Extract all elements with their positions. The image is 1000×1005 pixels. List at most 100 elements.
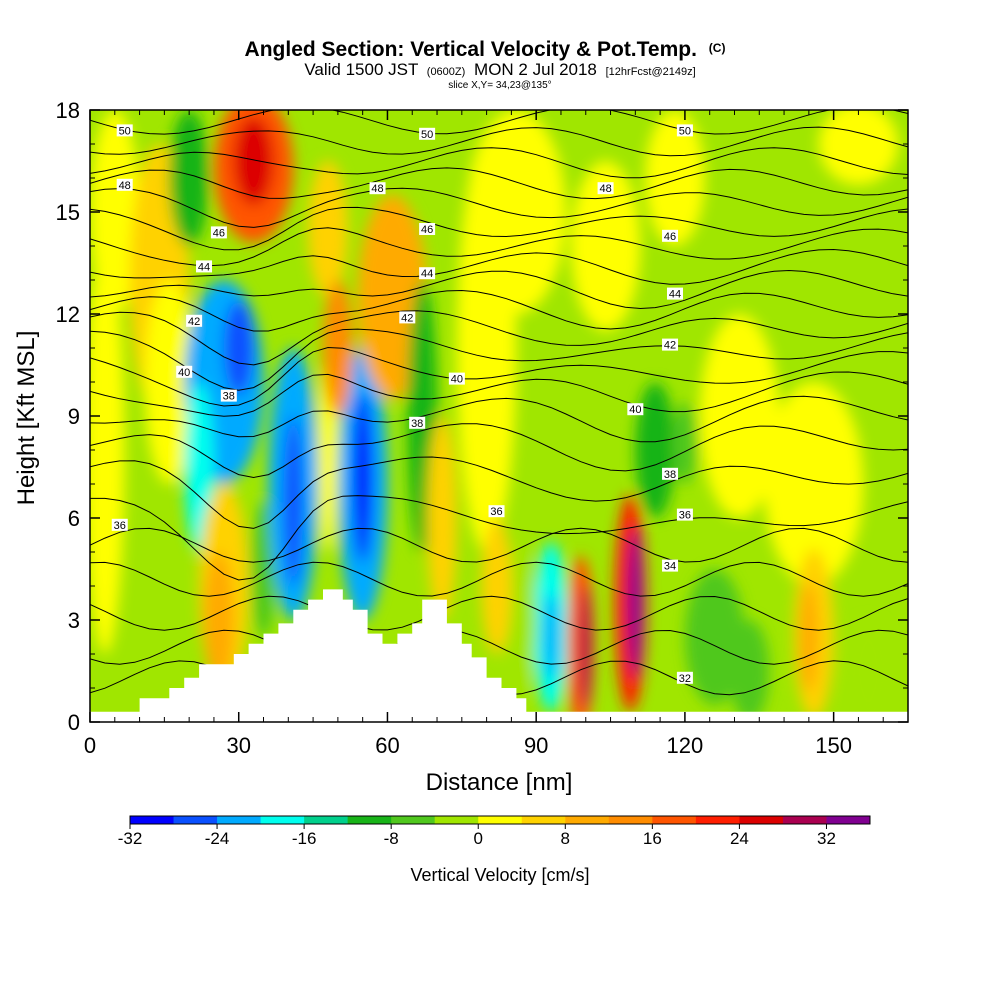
contour-label-text: 32 (679, 673, 691, 685)
x-tick-label: 30 (226, 733, 250, 758)
contour-label-bg (662, 467, 679, 480)
contour-label: 44 (419, 267, 436, 280)
colorbar-tick-label: -16 (292, 829, 317, 848)
theta-contour (90, 346, 908, 407)
contour-label: 42 (662, 338, 679, 352)
velocity-cell (635, 382, 675, 518)
contour-label: 46 (210, 226, 227, 239)
velocity-cell (481, 518, 512, 654)
contour-label: 42 (399, 311, 416, 324)
contour-label-text: 46 (664, 231, 676, 243)
contour-label-text: 48 (119, 180, 131, 192)
contour-label-text: 34 (664, 561, 676, 573)
velocity-cell (627, 528, 643, 678)
colorbar-swatch (347, 816, 392, 824)
theta-contour (90, 126, 908, 157)
colorbar-swatch (739, 816, 784, 824)
velocity-cell (223, 300, 254, 396)
velocity-cell (843, 620, 894, 722)
contour-label: 42 (186, 314, 203, 328)
contour-label-text: 42 (401, 312, 413, 324)
theta-contour (90, 456, 908, 529)
contour-label: 32 (676, 671, 693, 685)
theta-contour (90, 227, 908, 267)
theta-contour (90, 269, 908, 310)
contour-label-bg (196, 260, 213, 273)
x-axis-label: Distance [nm] (426, 769, 573, 796)
colorbar-tick-label: 8 (561, 829, 570, 848)
subtitle-utc: (0600Z) (427, 66, 466, 78)
contour-label-text: 38 (223, 391, 235, 403)
velocity-cell (144, 280, 195, 484)
contour-label-bg (369, 182, 386, 195)
colorbar-swatch (826, 816, 871, 824)
velocity-cell (799, 582, 818, 692)
contour-label-bg (627, 403, 644, 416)
contour-label: 36 (676, 508, 693, 522)
contour-label-bg (419, 267, 436, 280)
colorbar-swatch (478, 816, 523, 824)
contour-labels: 50 50 50 48 48 48 46 46 46 44 44 44 42 42 42 40 40 40 38 38… (111, 124, 693, 685)
velocity-field (90, 110, 899, 722)
velocity-cell (204, 552, 234, 688)
contour-label-text: 46 (213, 227, 225, 239)
colorbar-swatch (260, 816, 305, 824)
velocity-cell (506, 545, 537, 695)
x-tick-label: 90 (524, 733, 548, 758)
contour-label-bg (176, 365, 193, 378)
contour-label-text: 44 (669, 289, 681, 301)
theta-contour (90, 595, 908, 631)
x-tick-label: 0 (84, 733, 96, 758)
y-axis-label: Height [Kft MSL] (13, 331, 40, 506)
y-tick-label: 3 (68, 608, 80, 633)
theta-contour (90, 248, 908, 285)
contour-label-bg (116, 124, 133, 137)
colorbar: -32 -24 -16 -8 0 8 16 24 32 (118, 815, 871, 848)
contour-label-text: 42 (664, 340, 676, 352)
chart-header: Angled Section: Vertical Velocity & Pot.… (245, 38, 726, 91)
y-tick-label: 9 (68, 404, 80, 429)
contour-label-text: 46 (421, 224, 433, 236)
contour-label-text: 38 (664, 469, 676, 481)
contour-label: 34 (662, 559, 679, 573)
velocity-cell (645, 110, 705, 246)
contour-label-bg (662, 559, 679, 572)
contour-label-bg (662, 338, 679, 351)
colorbar-tick-label: 0 (474, 829, 483, 848)
velocity-cell (466, 110, 566, 314)
subtitle-date: MON 2 Jul 2018 (474, 60, 597, 79)
contour-label-text: 44 (198, 261, 210, 273)
velocity-cell (570, 161, 641, 331)
theta-contour (90, 629, 908, 665)
title-main: Angled Section: Vertical Velocity & Pot.… (245, 38, 697, 61)
y-tick-label: 6 (68, 506, 80, 531)
y-tick-label: 18 (56, 98, 80, 123)
contour-label-bg (666, 287, 683, 300)
x-tick-label: 120 (667, 733, 704, 758)
theta-contour (90, 371, 908, 417)
contour-label-text: 50 (679, 125, 691, 137)
velocity-cell (543, 592, 559, 682)
slice-label: slice X,Y= 34,23@135° (448, 80, 551, 91)
velocity-cell (233, 116, 274, 206)
velocity-cell (579, 586, 592, 709)
velocity-cell (90, 246, 125, 654)
velocity-cell (427, 416, 457, 620)
contour-label-bg (210, 226, 227, 239)
colorbar-swatch (217, 816, 262, 824)
colorbar-swatch (391, 816, 436, 824)
chart-subtitle: Valid 1500 JST (0600Z) MON 2 Jul 2018 [1… (304, 60, 695, 79)
colorbar-label: Vertical Velocity [cm/s] (410, 865, 589, 885)
theta-contour (90, 110, 908, 135)
contour-label-text: 40 (451, 374, 463, 386)
theta-contour (90, 289, 908, 332)
contour-label-text: 44 (421, 268, 433, 280)
contour-label-text: 38 (411, 418, 423, 430)
x-axis: 0 30 60 90 120 150 (84, 110, 884, 758)
contour-label: 44 (666, 287, 683, 301)
theta-contour (90, 423, 908, 479)
velocity-cell (308, 161, 348, 297)
contour-label-bg (488, 505, 505, 518)
contour-label: 48 (597, 182, 614, 195)
